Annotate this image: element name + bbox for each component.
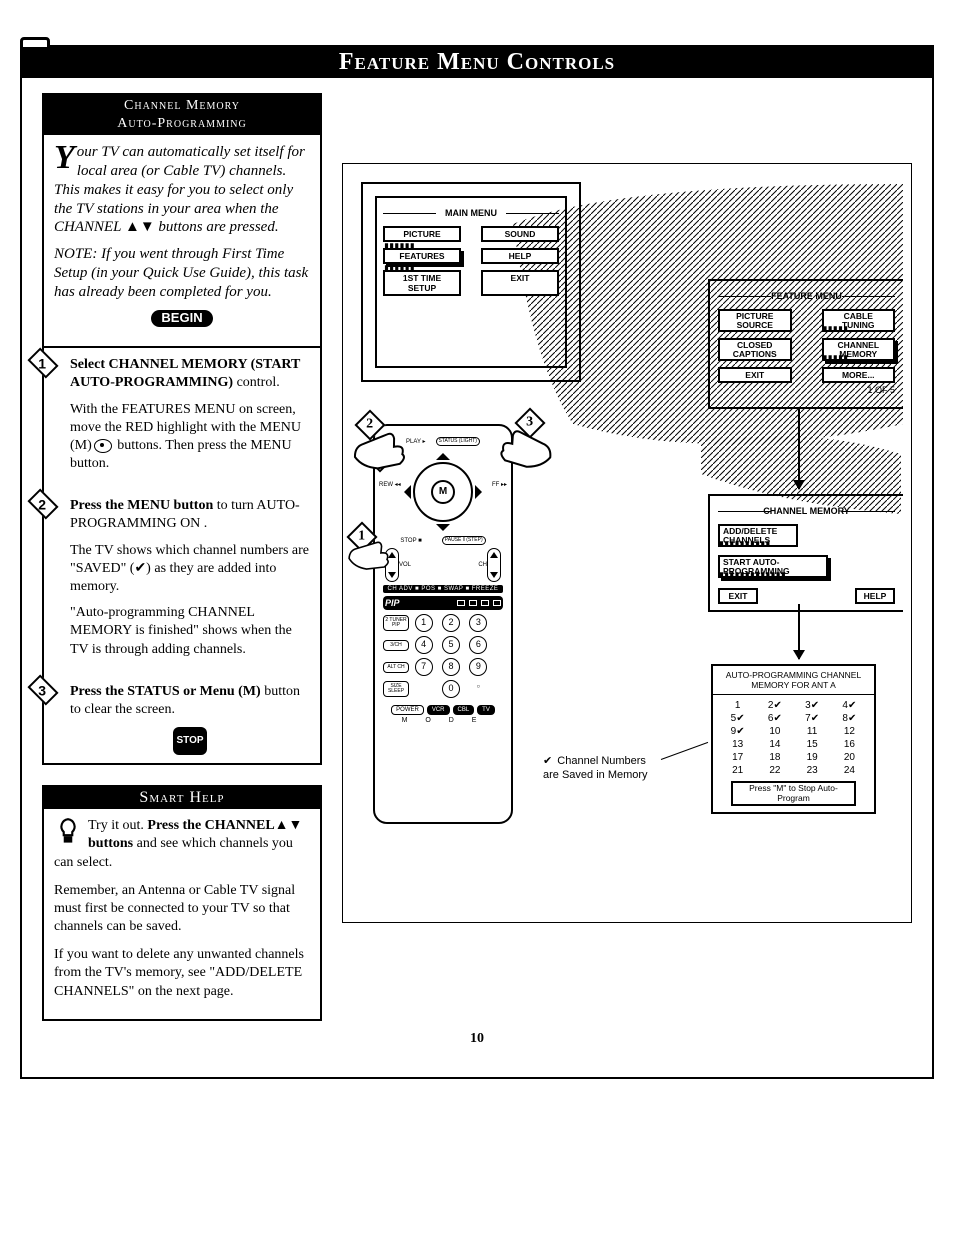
menu-m-button[interactable]: M xyxy=(431,480,455,504)
dpad[interactable]: M xyxy=(413,462,473,522)
intro-paragraph-1: Your TV can automatically set itself for… xyxy=(54,143,310,237)
pip-row[interactable]: PIP xyxy=(383,596,503,610)
channel-cell: 19 xyxy=(794,751,831,764)
fm-picture-source[interactable]: PICTURE SOURCE xyxy=(718,309,792,332)
smart-help-header: Smart Help xyxy=(44,787,320,809)
status-button[interactable]: STATUS (LIGHT) xyxy=(436,437,480,446)
fm-page-indicator: 1 OF 5 xyxy=(718,385,895,395)
side-3ch[interactable]: 3/CH xyxy=(383,640,409,651)
arrow-2 xyxy=(798,604,800,659)
help-p2: Remember, an Antenna or Cable TV signal … xyxy=(54,882,310,937)
menu-features[interactable]: FEATURES xyxy=(383,248,461,264)
intro-note: NOTE: If you went through First Time Set… xyxy=(54,245,310,301)
chmem-help[interactable]: HELP xyxy=(855,588,895,604)
step-3-marker: 3 xyxy=(27,674,58,705)
menu-sound[interactable]: SOUND xyxy=(481,226,559,242)
channel-cell: 15 xyxy=(794,738,831,751)
step-2: 2 Press the MENU button to turn AUTO-PRO… xyxy=(44,489,320,675)
mode-tv[interactable]: TV xyxy=(477,705,495,715)
channel-cell: 18 xyxy=(756,751,793,764)
channel-cell: 17 xyxy=(719,751,756,764)
key-2[interactable]: 2 xyxy=(442,614,460,632)
channel-cell: 5✔ xyxy=(719,712,756,725)
channel-cell: 13 xyxy=(719,738,756,751)
channel-cell: 12 xyxy=(831,725,868,738)
channel-cell: 6✔ xyxy=(756,712,793,725)
step-1-marker: 1 xyxy=(27,348,58,379)
step-2-marker: 2 xyxy=(27,489,58,520)
channel-cell: 10 xyxy=(756,725,793,738)
stop-badge: STOP xyxy=(173,727,207,755)
diagram-area: MAIN MENU PICTURE ▘▘▘▘▘▘ SOUND FEATURES … xyxy=(342,163,912,923)
chmem-exit[interactable]: EXIT xyxy=(718,588,758,604)
channel-cell: 11 xyxy=(794,725,831,738)
key-4[interactable]: 4 xyxy=(415,636,433,654)
side-altch[interactable]: ALT CH xyxy=(383,662,409,673)
key-7[interactable]: 7 xyxy=(415,658,433,676)
module-header: Channel Memory Auto-Programming xyxy=(44,95,320,135)
begin-badge: BEGIN xyxy=(151,310,212,326)
feature-menu-title: FEATURE MENU xyxy=(718,291,895,301)
mode-vcr[interactable]: VCR xyxy=(427,705,450,715)
fm-more[interactable]: MORE... xyxy=(822,367,896,383)
power-button[interactable]: POWER xyxy=(391,705,424,715)
channel-cell: 7✔ xyxy=(794,712,831,725)
key-9[interactable]: 9 xyxy=(469,658,487,676)
side-sleep[interactable]: SIZE SLEEP xyxy=(383,681,409,697)
channel-cell: 3✔ xyxy=(794,699,831,712)
page-number: 10 xyxy=(42,1031,912,1047)
channel-cell: 14 xyxy=(756,738,793,751)
result-footer: Press "M" to Stop Auto-Program xyxy=(731,781,856,806)
key-6[interactable]: 6 xyxy=(469,636,487,654)
help-p1: Try it out. Press the CHANNEL▲▼ buttons … xyxy=(54,817,310,872)
key-5[interactable]: 5 xyxy=(442,636,460,654)
channel-cell: 4✔ xyxy=(831,699,868,712)
channel-cell: 9✔ xyxy=(719,725,756,738)
channel-memory-module: Channel Memory Auto-Programming Your TV … xyxy=(42,93,322,765)
leader-line xyxy=(661,742,708,760)
help-p3: If you want to delete any unwanted chann… xyxy=(54,946,310,1001)
channel-cell: 2✔ xyxy=(756,699,793,712)
step-3: 3 Press the STATUS or Menu (M) button to… xyxy=(44,675,320,763)
key-8[interactable]: 8 xyxy=(442,658,460,676)
remote-control: PLAY ▸ STATUS (LIGHT) REW ◂◂ FF ▸▸ M xyxy=(373,424,513,824)
channel-grid: 12✔3✔4✔5✔6✔7✔8✔9✔10111213141516171819202… xyxy=(713,695,874,781)
channel-memory-panel: CHANNEL MEMORY ADD/DELETE CHANNELS▘▘▘▘▘▘… xyxy=(708,494,903,612)
chmem-title: CHANNEL MEMORY xyxy=(718,506,895,516)
saved-note: Channel Numbers are Saved in Memory xyxy=(543,754,663,783)
smart-help-module: Smart Help Try it out. Press the CHANNEL… xyxy=(42,785,322,1021)
fm-closed-captions[interactable]: CLOSED CAPTIONS xyxy=(718,338,792,361)
page-title-bar: Feature Menu Controls xyxy=(22,47,932,78)
channel-rocker[interactable] xyxy=(487,548,501,582)
side-2tuner[interactable]: 2 TUNER PIP xyxy=(383,615,409,631)
page-frame: Feature Menu Controls Channel Memory Aut… xyxy=(20,45,934,1079)
key-3[interactable]: 3 xyxy=(469,614,487,632)
key-1[interactable]: 1 xyxy=(415,614,433,632)
arrow-1 xyxy=(798,409,800,489)
feature-menu-panel: FEATURE MENU PICTURE SOURCE CABLE TUNING… xyxy=(708,279,903,409)
pip-functions-strip: CH ADV ■ POS ■ SWAP ■ FREEZE xyxy=(383,585,503,593)
fm-exit[interactable]: EXIT xyxy=(718,367,792,383)
main-menu-title: MAIN MENU xyxy=(383,208,559,218)
menu-picture[interactable]: PICTURE xyxy=(383,226,461,242)
channel-cell: 1 xyxy=(719,699,756,712)
page-title: Feature Menu Controls xyxy=(339,49,615,75)
channel-cell: 16 xyxy=(831,738,868,751)
channel-cell: 24 xyxy=(831,764,868,777)
lightbulb-icon xyxy=(54,817,82,849)
mode-cbl[interactable]: CBL xyxy=(453,705,475,715)
menu-exit[interactable]: EXIT xyxy=(481,270,559,296)
autoprogram-result: AUTO-PROGRAMMING CHANNEL MEMORY FOR ANT … xyxy=(711,664,876,814)
key-0[interactable]: 0 xyxy=(442,680,460,698)
result-header: AUTO-PROGRAMMING CHANNEL MEMORY FOR ANT … xyxy=(713,666,874,695)
tv-screen-main: MAIN MENU PICTURE ▘▘▘▘▘▘ SOUND FEATURES … xyxy=(361,182,581,382)
channel-cell: 21 xyxy=(719,764,756,777)
channel-cell: 23 xyxy=(794,764,831,777)
channel-cell: 22 xyxy=(756,764,793,777)
channel-cell: 8✔ xyxy=(831,712,868,725)
channel-cell: 20 xyxy=(831,751,868,764)
step-1: 1 Select CHANNEL MEMORY (START AUTO-PROG… xyxy=(44,348,320,489)
menu-help[interactable]: HELP xyxy=(481,248,559,264)
volume-rocker[interactable] xyxy=(385,548,399,582)
